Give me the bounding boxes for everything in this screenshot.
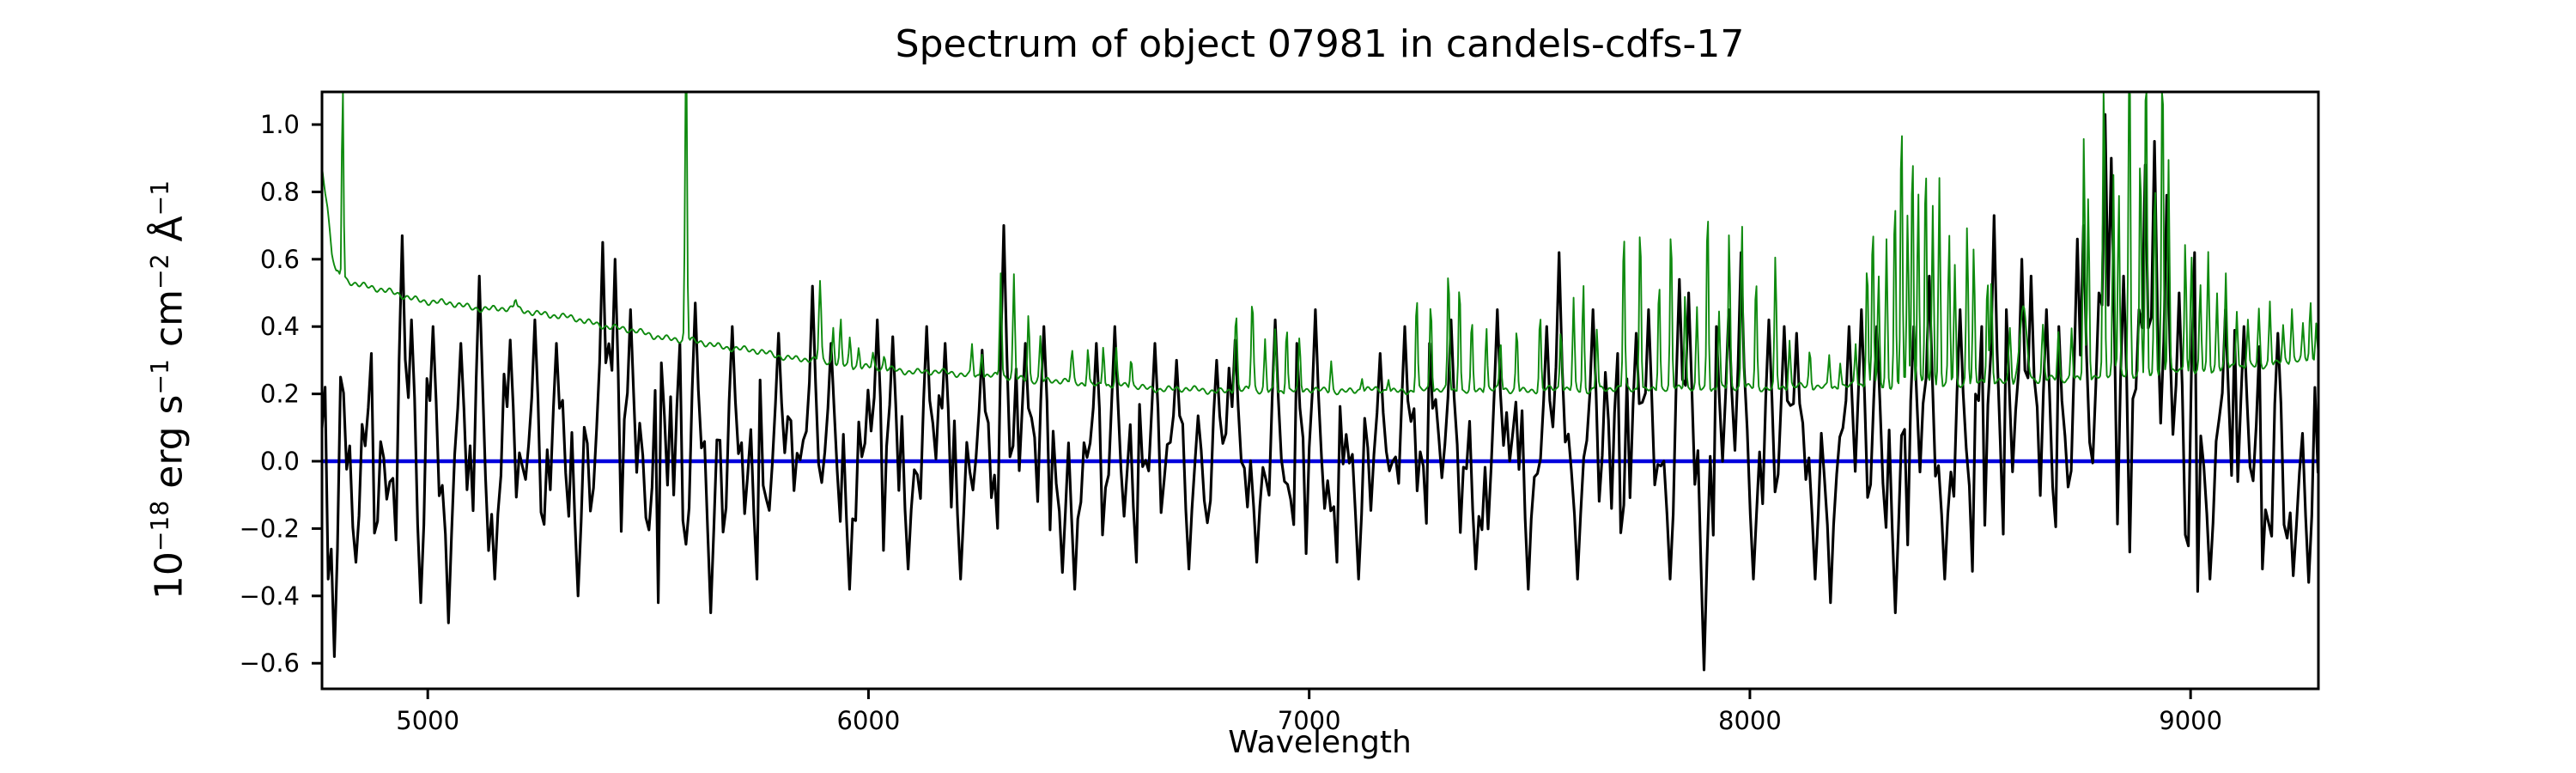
- x-tick-label: 8000: [1718, 706, 1782, 735]
- axes-frame: [320, 90, 2320, 691]
- ylabel-unit: Å: [147, 216, 191, 254]
- x-tick-label: 5000: [396, 706, 459, 735]
- y-tick-label: 0.6: [260, 245, 300, 274]
- ylabel-base: 10: [147, 551, 191, 600]
- ylabel-exponent: −2: [145, 253, 174, 289]
- y-tick-label: 0.4: [260, 312, 300, 341]
- ylabel-unit: erg s: [147, 394, 191, 501]
- ylabel-exponent: −1: [145, 359, 174, 395]
- y-tick-label: −0.6: [240, 648, 300, 678]
- noise-spectrum-line: [321, 91, 2319, 396]
- y-tick-label: 0.8: [260, 177, 300, 206]
- ylabel-exponent: −18: [145, 500, 174, 552]
- chart-title: Spectrum of object 07981 in candels-cdfs…: [895, 22, 1745, 66]
- y-tick-label: −0.2: [240, 514, 300, 543]
- x-axis-label: Wavelength: [1228, 725, 1412, 760]
- ylabel-exponent: −1: [145, 180, 174, 216]
- ylabel-unit: cm: [147, 289, 191, 360]
- x-tick-label: 7000: [1278, 706, 1341, 735]
- y-tick-label: −0.4: [240, 581, 300, 611]
- x-tick-label: 6000: [837, 706, 901, 735]
- y-axis-label: 10−18 erg s−1 cm−2 Å−1: [145, 180, 191, 600]
- x-tick-label: 9000: [2159, 706, 2222, 735]
- y-tick-label: 1.0: [260, 110, 300, 139]
- y-tick-label: 0.2: [260, 380, 300, 409]
- y-tick-label: 0.0: [260, 447, 300, 476]
- flux-spectrum-line: [320, 113, 2320, 672]
